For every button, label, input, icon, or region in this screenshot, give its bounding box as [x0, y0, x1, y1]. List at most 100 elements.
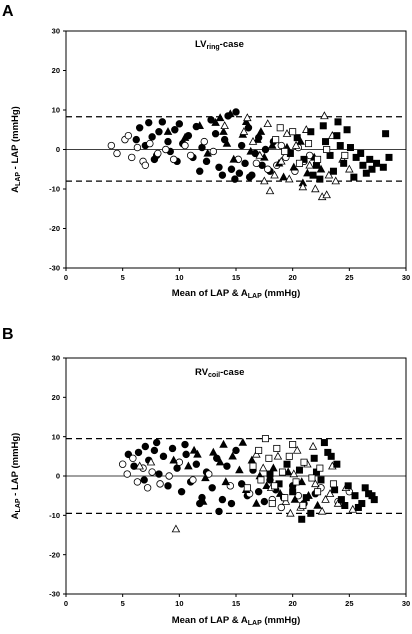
filled-square-point [266, 470, 274, 478]
filled-triangle-point [303, 168, 312, 177]
x-axis-label-post: (mmHg) [262, 615, 301, 626]
filled-square-point [319, 122, 327, 130]
filled-square-point [368, 165, 376, 173]
filled-circle-point [208, 484, 216, 492]
x-tick-label: 0 [64, 599, 68, 608]
y-tick-label: 30 [52, 354, 60, 363]
filled-square-point [337, 496, 345, 504]
open-triangle-point [239, 127, 249, 135]
open-square-point [243, 484, 251, 492]
filled-circle-point [168, 444, 177, 453]
filled-triangle-point [262, 481, 271, 490]
x-axis-label-sub: LAP [248, 293, 262, 300]
case-label: RVcoil-case [195, 367, 244, 379]
filled-square-point [310, 454, 318, 462]
filled-triangle-point [269, 463, 278, 472]
filled-triangle-point [193, 449, 202, 458]
filled-circle-point [223, 462, 231, 470]
filled-circle-point [150, 155, 159, 164]
filled-square-point [322, 138, 330, 146]
open-triangle-point [255, 150, 265, 159]
x-axis-label-pre: Mean of LAP & A [172, 288, 248, 299]
case-label-suffix: -case [220, 367, 244, 378]
open-triangle-point [258, 463, 268, 472]
open-square-point [271, 482, 279, 490]
open-triangle-point [321, 494, 330, 503]
x-tick-label: 25 [345, 273, 353, 282]
filled-triangle-point [246, 146, 256, 155]
open-triangle-point [265, 186, 275, 195]
filled-triangle-point [256, 127, 266, 135]
open-triangle-point [311, 184, 320, 193]
filled-triangle-point [211, 118, 220, 126]
filled-circle-point [227, 165, 236, 173]
filled-square-point [352, 153, 360, 161]
open-square-point [341, 151, 349, 159]
filled-triangle-point [189, 445, 199, 454]
open-square-point [292, 478, 300, 486]
filled-square-point [359, 161, 367, 169]
filled-triangle-point [215, 457, 225, 466]
x-tick-label: 15 [232, 599, 240, 608]
y-tick-label: 0 [56, 145, 60, 154]
open-circle-point [200, 137, 208, 146]
y-tick-label: -30 [49, 264, 60, 273]
y-tick-label: 30 [52, 27, 60, 36]
open-circle-point [128, 153, 136, 162]
open-square-point [249, 462, 257, 470]
x-tick-label: 5 [121, 273, 125, 282]
open-circle-point [277, 141, 286, 150]
open-triangle-point [263, 119, 273, 128]
filled-circle-point [140, 476, 148, 484]
y-tick-label: -20 [49, 550, 60, 559]
y-tick-label: 10 [52, 106, 60, 115]
filled-triangle-point [201, 473, 210, 482]
open-triangle-point [270, 170, 279, 179]
filled-triangle-point [169, 455, 178, 464]
filled-square-point [362, 169, 370, 177]
filled-square-point [283, 460, 291, 468]
filled-triangle-point [290, 494, 300, 503]
filled-square-point [340, 159, 348, 167]
filled-triangle-point [219, 439, 228, 448]
filled-square-point [331, 486, 339, 494]
filled-square-point [309, 171, 317, 179]
filled-circle-point [232, 446, 240, 455]
filled-circle-point [135, 124, 144, 132]
panel-letter: A [2, 3, 14, 20]
filled-square-point [329, 167, 337, 175]
open-triangle-point [298, 182, 308, 191]
filled-triangle-point [184, 461, 193, 470]
x-tick-label: 30 [402, 599, 410, 608]
open-triangle-point [284, 174, 294, 183]
filled-square-point [327, 452, 335, 460]
open-triangle-point [317, 506, 327, 515]
filled-triangle-point [289, 162, 299, 171]
open-circle-point [252, 159, 261, 168]
filled-triangle-point [313, 500, 322, 509]
open-triangle-point [220, 121, 229, 130]
y-tick-label: -10 [49, 185, 60, 194]
filled-square-point [351, 492, 359, 500]
case-label-suffix: -case [220, 39, 244, 50]
x-tick-label: 10 [175, 599, 183, 608]
filled-circle-point [218, 171, 227, 179]
filled-triangle-point [229, 154, 239, 163]
open-square-point [323, 145, 331, 153]
open-circle-point [123, 470, 131, 478]
open-circle-point [129, 454, 137, 462]
open-square-point [278, 468, 286, 476]
filled-square-point [293, 134, 301, 142]
y-tick-label: 0 [56, 472, 60, 481]
open-square-point [329, 480, 337, 488]
filled-triangle-point [226, 109, 235, 118]
open-circle-point [277, 503, 286, 512]
case-label-sub: ring [206, 44, 219, 51]
open-circle-point [162, 145, 170, 154]
open-square-point [299, 501, 307, 509]
filled-circle-point [164, 137, 172, 146]
filled-square-point [320, 439, 328, 447]
x-axis-label: Mean of LAP & ALAP (mmHg) [172, 288, 301, 300]
x-axis-label-pre: Mean of LAP & A [172, 615, 248, 626]
